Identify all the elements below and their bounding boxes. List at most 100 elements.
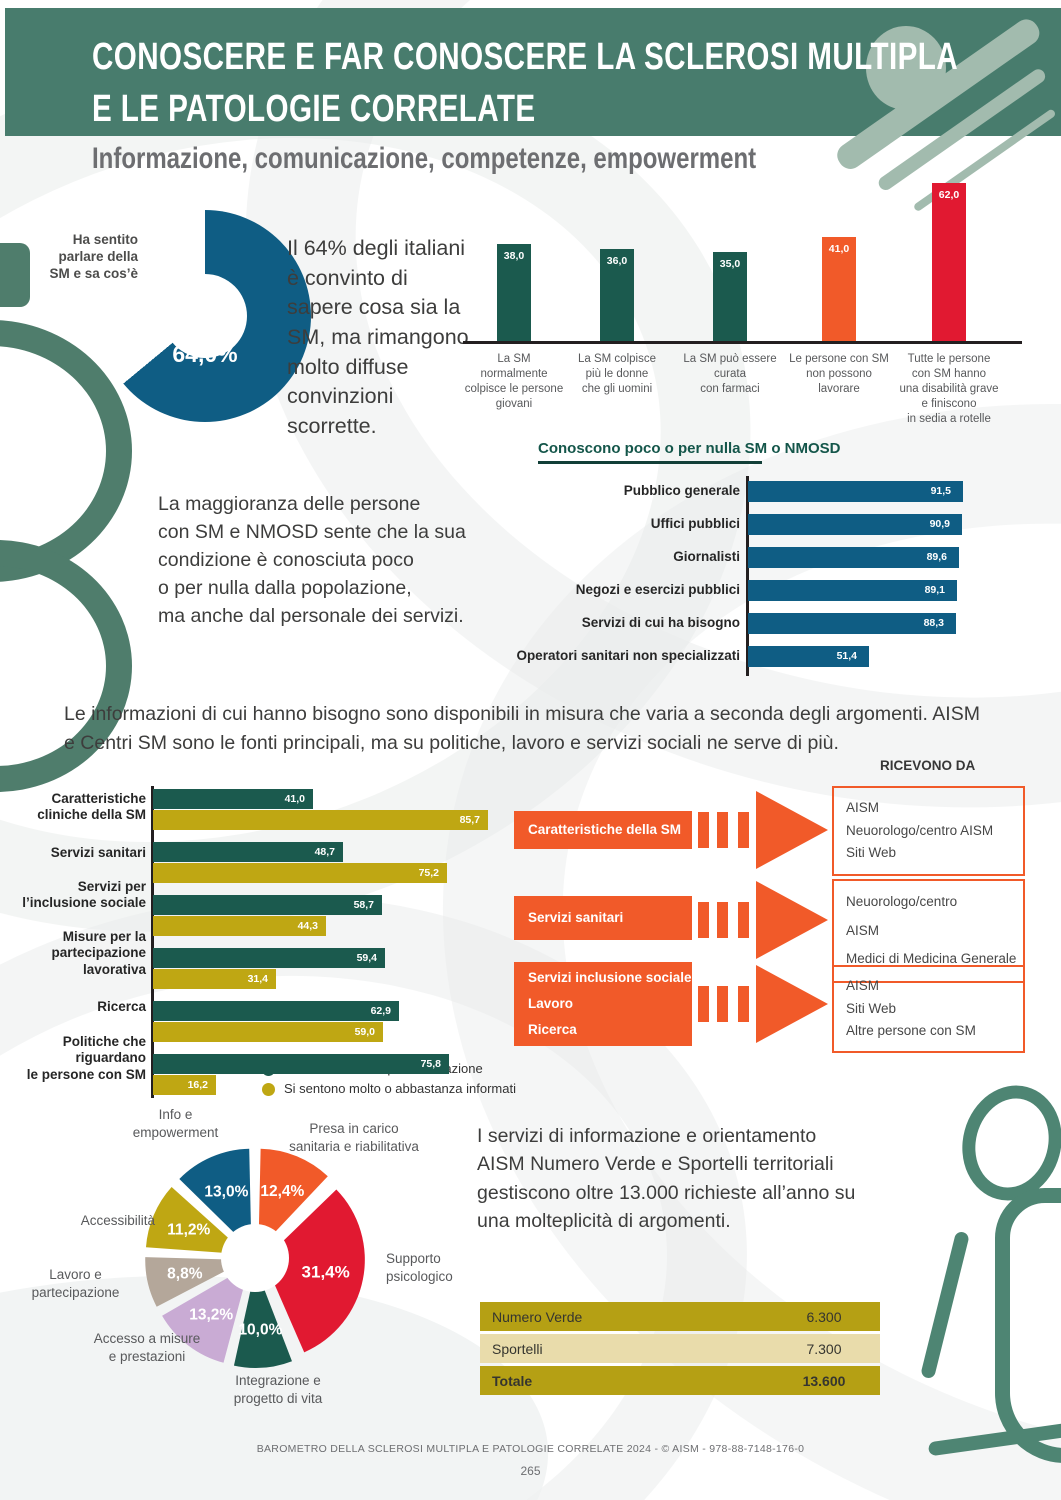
bar: 44,3 [153,916,326,936]
bar-value-label: 36,0 [606,255,628,267]
bar: 41,0 [822,237,856,341]
pie-chart-hole [221,1224,289,1292]
bar-value-label: 59,4 [356,951,377,964]
bar-category-label: Le persone con SM non possono lavorare [789,353,889,395]
bar: 90,9 [748,514,962,535]
page-subtitle: Informazione, comunicazione, competenze,… [92,142,757,175]
bar-value-label: 35,0 [719,258,741,270]
donut-chart-caption: Ha sentito parlare della SM e sa cos’è [49,232,138,281]
arrow-dash [738,986,749,1022]
arrow-dash [717,902,728,938]
table-cell-value: 13.600 [768,1366,880,1395]
bar: 88,3 [748,613,956,634]
person-figure-right-body [995,1188,1061,1463]
bar: 48,7 [153,842,343,862]
bar-category-label: Ricerca [97,999,146,1014]
information-needs-text: Le informazioni di cui hanno bisogno son… [64,703,980,755]
knowledge-chart-title: Conoscono poco o per nulla SM o NMOSD [538,440,841,457]
ricevono-da-heading: RICEVONO DA [880,758,976,773]
bar-category-label: La SM può essere curata con farmaci [683,353,777,395]
bar: 31,4 [153,969,276,989]
bar-value-label: 16,2 [187,1078,208,1091]
donut-value-label: 64,0% [172,341,238,367]
bar-value-label: 62,0 [938,189,960,201]
bar-value-label: 90,9 [929,518,950,530]
perception-text: La maggioranza delle persone con SM e NM… [158,493,466,628]
bar-value-label: 59,0 [354,1025,375,1038]
bar-category-label: Pubblico generale [623,483,740,498]
person-figure-left [0,243,30,307]
bar: 38,0 [497,244,531,341]
legend-dot-gold [262,1083,275,1096]
topic-box: Servizi sanitari [514,896,692,940]
pie-slice [145,1186,247,1255]
pie-slice-value-label: 12,4% [260,1183,304,1200]
topic-box: Servizi inclusione sociale Lavoro Ricerc… [514,962,692,1046]
bar-value-label: 85,7 [459,813,480,826]
bar-value-label: 89,1 [924,584,945,596]
bar: 75,2 [153,863,447,883]
sources-box: AISM Neuorologo/centro AISM Siti Web [832,786,1025,876]
bar-category-label: Uffici pubblici [650,516,740,531]
bar-value-label: 89,6 [926,551,947,563]
grouped-chart-axis [151,786,154,1098]
arrow-dash [717,812,728,848]
table-cell-value: 6.300 [768,1302,880,1331]
pie-label-supporto-psicologico: Supporto psicologico [386,1251,453,1284]
arrow-dash [738,902,749,938]
sources-box: AISM Siti Web Altre persone con SM [832,965,1025,1053]
arrow-dash [698,902,709,938]
pie-slice [258,1148,328,1250]
bar-value-label: 38,0 [503,250,525,262]
pie-slice [162,1265,250,1363]
pie-slice-value-label: 13,2% [189,1307,233,1324]
services-text: I servizi di informazione e orientamento… [477,1125,856,1232]
bar-category-label: Tutte le persone con SM hanno una disabi… [899,353,999,425]
bar-chart-baseline [463,341,1022,344]
knowledge-chart-title-underline [538,461,762,464]
knowledge-chart-axis [746,476,749,676]
bar: 85,7 [153,810,488,830]
bar-value-label: 62,9 [370,1004,391,1017]
bar-value-label: 44,3 [297,919,318,932]
bar: 59,4 [153,948,385,968]
arrow-head [756,791,828,869]
legend-label-feel-informed: Si sentono molto o abbastanza informati [284,1081,516,1096]
bar-value-label: 75,2 [418,866,439,879]
bar-value-label: 75,8 [420,1057,441,1070]
pie-slice [179,1148,252,1250]
bar: 91,5 [748,481,963,502]
bar: 59,0 [153,1022,383,1042]
bar-value-label: 41,0 [828,243,850,255]
bar: 58,7 [153,895,382,915]
arrow-head [756,965,828,1043]
bar-category-label: Giornalisti [673,549,740,564]
pie-slice-value-label: 31,4% [302,1262,350,1281]
bar-value-label: 31,4 [247,972,268,985]
bar: 62,9 [153,1001,399,1021]
footer-credit: BAROMETRO DELLA SCLEROSI MULTIPLA E PATO… [256,1443,805,1455]
arrow-dash [698,812,709,848]
table-cell-value: 7.300 [768,1334,880,1363]
donut-chart-hole [163,274,247,358]
bar: 89,6 [748,547,959,568]
table-cell-label: Numero Verde [480,1302,776,1331]
topic-box: Caratteristiche della SM [514,811,692,849]
pie-slice [263,1189,365,1353]
table-cell-label: Sportelli [480,1334,776,1363]
arrow-dash [738,812,749,848]
bar: 62,0 [932,183,966,341]
bar: 51,4 [748,646,869,667]
arrow-head [756,881,828,959]
pie-label-lavoro: Lavoro e partecipazione [31,1267,120,1300]
bar-category-label: La SM normalmente colpisce le persone gi… [464,353,564,410]
page-number: 265 [520,1464,541,1478]
table-cell-label: Totale [480,1366,776,1395]
page-title-line1: CONOSCERE E FAR CONOSCERE LA SCLEROSI MU… [92,36,959,78]
bar-category-label: Misure per la partecipazione lavorativa [51,929,146,977]
bar-value-label: 41,0 [284,792,305,805]
pie-slice-value-label: 8,8% [167,1266,203,1283]
bar-value-label: 91,5 [930,485,951,497]
bar-value-label: 51,4 [836,650,857,662]
